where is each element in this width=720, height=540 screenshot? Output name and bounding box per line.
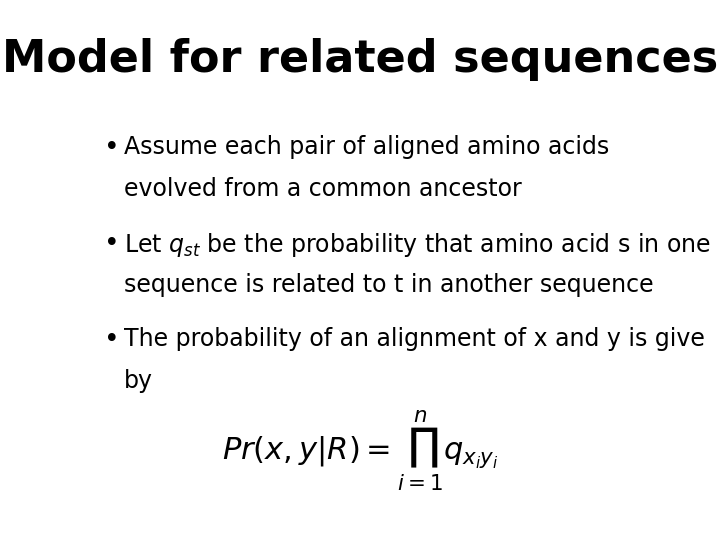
Text: Let $q_{st}$ be the probability that amino acid s in one: Let $q_{st}$ be the probability that ami… — [124, 231, 711, 259]
Text: $Pr(x, y|R) = \prod_{i=1}^{n} q_{x_i y_i}$: $Pr(x, y|R) = \prod_{i=1}^{n} q_{x_i y_i… — [222, 409, 498, 493]
Text: The probability of an alignment of x and y is give: The probability of an alignment of x and… — [124, 327, 705, 350]
Text: evolved from a common ancestor: evolved from a common ancestor — [124, 177, 522, 201]
Text: •: • — [104, 231, 120, 257]
Text: by: by — [124, 369, 153, 393]
Text: •: • — [104, 135, 120, 161]
Text: sequence is related to t in another sequence: sequence is related to t in another sequ… — [124, 273, 654, 297]
Text: •: • — [104, 327, 120, 353]
Text: Assume each pair of aligned amino acids: Assume each pair of aligned amino acids — [124, 135, 609, 159]
Text: Model for related sequences: Model for related sequences — [2, 38, 718, 81]
